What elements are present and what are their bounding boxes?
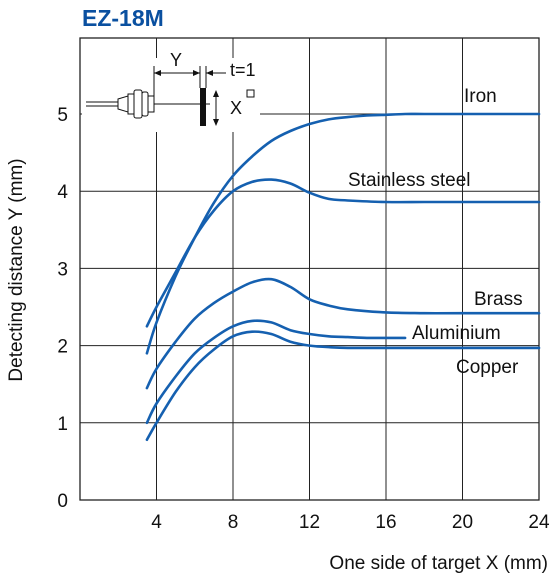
label-aluminium: Aluminium	[412, 323, 501, 344]
y-tick-label: 3	[57, 259, 68, 280]
series-line-stainless-steel	[145, 178, 541, 328]
label-brass: Brass	[474, 289, 523, 310]
y-tick-label: 5	[57, 105, 68, 126]
x-tick-labels: 4 8 12 16 20 24	[151, 512, 550, 533]
inset-t-label: t=1	[230, 60, 256, 80]
x-tick-label: 16	[375, 512, 396, 533]
plot-frame	[79, 37, 540, 501]
inset-y-label: Y	[170, 50, 182, 70]
series-line-aluminium	[145, 319, 407, 425]
y-tick-label: 2	[57, 337, 68, 358]
label-iron: Iron	[464, 86, 497, 107]
x-tick-label: 20	[452, 512, 473, 533]
x-axis-label: One side of target X (mm)	[329, 553, 548, 574]
y-axis-label: Detecting distance Y (mm)	[6, 158, 27, 381]
y-tick-label: 1	[57, 414, 68, 435]
sensor-icon	[117, 89, 155, 119]
series-curves	[145, 112, 541, 442]
square-icon	[246, 89, 255, 98]
y-tick-labels: 0 1 2 3 4 5	[57, 105, 68, 512]
x-tick-label: 8	[228, 512, 239, 533]
label-stainless-steel: Stainless steel	[348, 170, 471, 191]
x-tick-label: 12	[299, 512, 320, 533]
series-labels: Iron Stainless steel Brass Aluminium Cop…	[348, 86, 523, 378]
target-plate-icon	[200, 88, 206, 126]
y-tick-label: 0	[57, 491, 68, 512]
x-tick-label: 4	[151, 512, 162, 533]
inset-x-label: X	[230, 98, 242, 118]
cable-icon	[86, 101, 118, 107]
label-copper: Copper	[456, 357, 519, 378]
series-line-brass	[145, 277, 541, 390]
sensor-target-diagram: Y t=1 X	[82, 50, 260, 132]
chart-title: EZ-18M	[82, 5, 164, 31]
series-line-iron	[145, 112, 541, 355]
x-tick-label: 24	[528, 512, 550, 533]
y-tick-label: 4	[57, 182, 68, 203]
series-line-copper	[145, 330, 541, 442]
